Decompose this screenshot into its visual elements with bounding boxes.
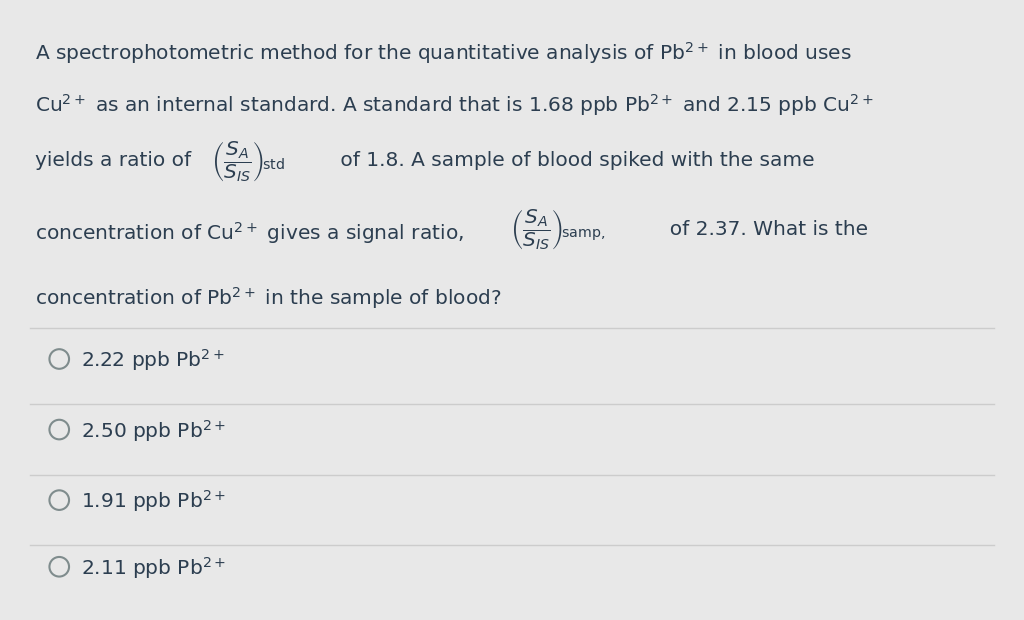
Text: concentration of Pb$^{2+}$ in the sample of blood?: concentration of Pb$^{2+}$ in the sample… (35, 285, 501, 311)
Text: 1.91 ppb Pb$^{2+}$: 1.91 ppb Pb$^{2+}$ (81, 489, 226, 514)
Text: concentration of Cu$^{2+}$ gives a signal ratio,: concentration of Cu$^{2+}$ gives a signa… (35, 220, 472, 246)
Text: yields a ratio of: yields a ratio of (35, 151, 198, 171)
Text: of 1.8. A sample of blood spiked with the same: of 1.8. A sample of blood spiked with th… (334, 151, 814, 171)
Text: 2.11 ppb Pb$^{2+}$: 2.11 ppb Pb$^{2+}$ (81, 555, 226, 581)
Text: of 2.37. What is the: of 2.37. What is the (657, 220, 868, 239)
Text: $\left(\dfrac{S_A}{S_{IS}}\right)_{\!\mathrm{std}}$: $\left(\dfrac{S_A}{S_{IS}}\right)_{\!\ma… (211, 138, 286, 184)
Text: 2.50 ppb Pb$^{2+}$: 2.50 ppb Pb$^{2+}$ (81, 418, 226, 444)
Text: Cu$^{2+}$ as an internal standard. A standard that is 1.68 ppb Pb$^{2+}$ and 2.1: Cu$^{2+}$ as an internal standard. A sta… (35, 92, 873, 118)
Text: $\left(\dfrac{S_A}{S_{IS}}\right)_{\!\mathrm{samp,}}$: $\left(\dfrac{S_A}{S_{IS}}\right)_{\!\ma… (510, 207, 605, 252)
Text: 2.22 ppb Pb$^{2+}$: 2.22 ppb Pb$^{2+}$ (81, 347, 225, 373)
Text: A spectrophotometric method for the quantitative analysis of Pb$^{2+}$ in blood : A spectrophotometric method for the quan… (35, 40, 851, 66)
